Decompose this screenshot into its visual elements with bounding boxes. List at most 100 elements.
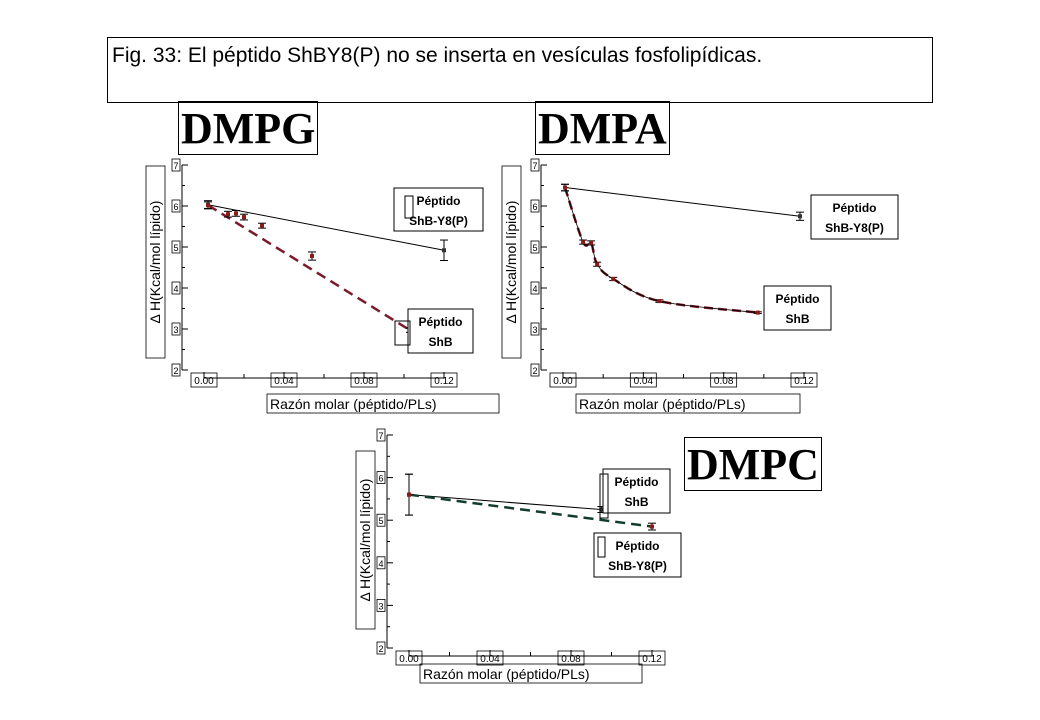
dmpa-x-tick-label: 0.12 <box>794 376 814 387</box>
dmpg-data-point <box>242 215 246 220</box>
dmpa-legend-y8-line-0: Péptido <box>833 201 877 215</box>
dmpc-y-tick-label: 4 <box>378 559 383 569</box>
dmpg-y-tick-box <box>171 158 181 172</box>
dmpc-xlabel-box <box>419 663 643 684</box>
dmpc-y-tick-label: 2 <box>378 644 383 654</box>
dmpa-data-point <box>611 276 616 281</box>
dmpc-xlabel: Razón molar (péptido/PLs) <box>423 666 590 682</box>
dmpc-legend-y8-line-1: ShB-Y8(P) <box>608 559 667 573</box>
dmpa-data-point <box>595 262 600 267</box>
dmpc-x-tick-box <box>395 650 423 666</box>
dmpa-y-tick-label: 3 <box>532 325 537 335</box>
dmpg-y-tick-box <box>171 240 181 254</box>
dmpa-x-tick-label: 0.08 <box>714 376 734 387</box>
dmpc-legend-y8-box <box>593 532 682 578</box>
dmpg-legend-y8-line-0: Péptido <box>417 194 461 208</box>
dmpg-xlabel-box <box>266 393 500 414</box>
dmpa-y-tick-box <box>530 240 540 254</box>
dmpa-y-tick-box <box>530 199 540 213</box>
dmpc-y-tick-box <box>376 513 386 527</box>
figure-caption: Fig. 33: El péptido ShBY8(P) no se inser… <box>112 44 763 67</box>
dmpg-y-tick-box <box>171 322 181 336</box>
dmpa-y-tick-box <box>530 281 540 295</box>
dmpa-data-point <box>563 185 568 190</box>
dmpa-x-tick-box <box>710 372 738 388</box>
dmpc-series-line-solid <box>408 494 602 511</box>
dmpc-legend-shb-line-1: ShB <box>625 495 649 509</box>
dmpa-series-line-dashed <box>563 187 758 314</box>
dmpg-title: DMPG <box>178 101 319 155</box>
dmpg-data-point <box>442 248 446 253</box>
dmpg-data-point <box>226 212 230 217</box>
dmpa-xlabel-box <box>575 393 801 414</box>
dmpg-legend-y8-line-1: ShB-Y8(P) <box>409 214 468 228</box>
dmpg-y-tick-label: 2 <box>173 366 178 376</box>
dmpa-legend-shb-line-1: ShB <box>786 312 810 326</box>
dmpg-y-tick-label: 3 <box>173 325 178 335</box>
dmpc-y-tick-box <box>376 641 386 655</box>
dmpg-legend-shb-line-0: Péptido <box>419 315 463 329</box>
dmpc-series-line-dashed <box>408 493 653 528</box>
dmpc-x-tick-label: 0.12 <box>642 654 662 665</box>
dmpc-x-tick-label: 0.04 <box>480 654 500 665</box>
dmpc-x-tick-box <box>557 650 585 666</box>
dmpg-series-line-dashed <box>207 204 411 332</box>
dmpa-title: DMPA <box>535 101 670 155</box>
dmpg-y-tick-box <box>171 281 181 295</box>
dmpc-legend-shb-line-0: Péptido <box>615 475 659 489</box>
dmpg-data-point <box>206 203 210 208</box>
dmpa-ylabel-box <box>501 165 522 359</box>
dmpa-x-tick-label: 0.00 <box>553 376 573 387</box>
dmpc-y-tick-label: 6 <box>378 474 383 484</box>
dmpg-y-tick-label: 7 <box>173 161 178 171</box>
dmpa-legend-shb-box <box>763 285 832 331</box>
dmpc-y-tick-box <box>376 471 386 485</box>
dmpg-legend-y8-marker-box <box>404 195 414 219</box>
dmpg-x-tick-box <box>430 372 458 388</box>
dmpa-x-tick-label: 0.04 <box>634 376 654 387</box>
dmpa-data-point <box>755 310 760 315</box>
dmpc-y-tick-label: 7 <box>378 431 383 441</box>
dmpc-data-point <box>599 507 604 512</box>
dmpg-x-tick-label: 0.04 <box>274 376 294 387</box>
dmpg-x-tick-label: 0.12 <box>434 376 454 387</box>
dmpa-y-tick-box <box>530 322 540 336</box>
dmpa-data-point <box>657 299 662 304</box>
dmpa-data-point <box>589 240 594 245</box>
dmpa-legend-y8-line-1: ShB-Y8(P) <box>825 221 884 235</box>
dmpg-data-point <box>260 223 264 228</box>
dmpc-legend-y8-marker-box <box>597 536 606 558</box>
dmpc-legend-shb-box <box>602 468 671 514</box>
dmpc-ylabel: Δ H(Kcal/mol lípido) <box>357 479 373 602</box>
dmpa-y-tick-label: 7 <box>532 161 537 171</box>
dmpc-x-tick-label: 0.08 <box>561 654 581 665</box>
dmpg-x-tick-label: 0.00 <box>194 376 214 387</box>
dmpg-x-tick-box <box>350 372 378 388</box>
dmpa-y-tick-label: 4 <box>532 284 537 294</box>
dmpa-x-tick-box <box>629 372 657 388</box>
dmpg-data-point <box>234 211 238 216</box>
dmpg-y-tick-box <box>171 199 181 213</box>
dmpc-y-tick-box <box>376 599 386 612</box>
dmpa-x-tick-box <box>790 372 818 388</box>
dmpg-x-tick-box <box>270 372 298 388</box>
dmpc-legend-y8-line-0: Péptido <box>616 539 660 553</box>
dmpg-x-tick-label: 0.08 <box>354 376 374 387</box>
dmpg-data-point <box>310 254 314 259</box>
dmpg-legend-shb-marker-box <box>394 320 411 346</box>
dmpa-legend-y8-box <box>810 194 899 240</box>
dmpg-y-tick-label: 5 <box>173 243 178 253</box>
dmpc-data-point <box>407 492 411 497</box>
dmpc-y-tick-label: 5 <box>378 516 383 526</box>
dmpa-data-point <box>797 214 802 219</box>
dmpg-y-tick-label: 6 <box>173 202 178 212</box>
dmpc-ylabel-box <box>355 450 376 630</box>
dmpc-y-tick-box <box>376 428 386 442</box>
dmpg-ylabel-box <box>145 165 166 359</box>
dmpg-xlabel: Razón molar (péptido/PLs) <box>270 396 437 412</box>
dmpc-y-tick-box <box>376 556 386 570</box>
dmpc-x-tick-box <box>638 650 666 666</box>
dmpa-y-tick-label: 5 <box>532 243 537 253</box>
dmpa-ylabel: Δ H(Kcal/mol lípido) <box>503 201 519 324</box>
